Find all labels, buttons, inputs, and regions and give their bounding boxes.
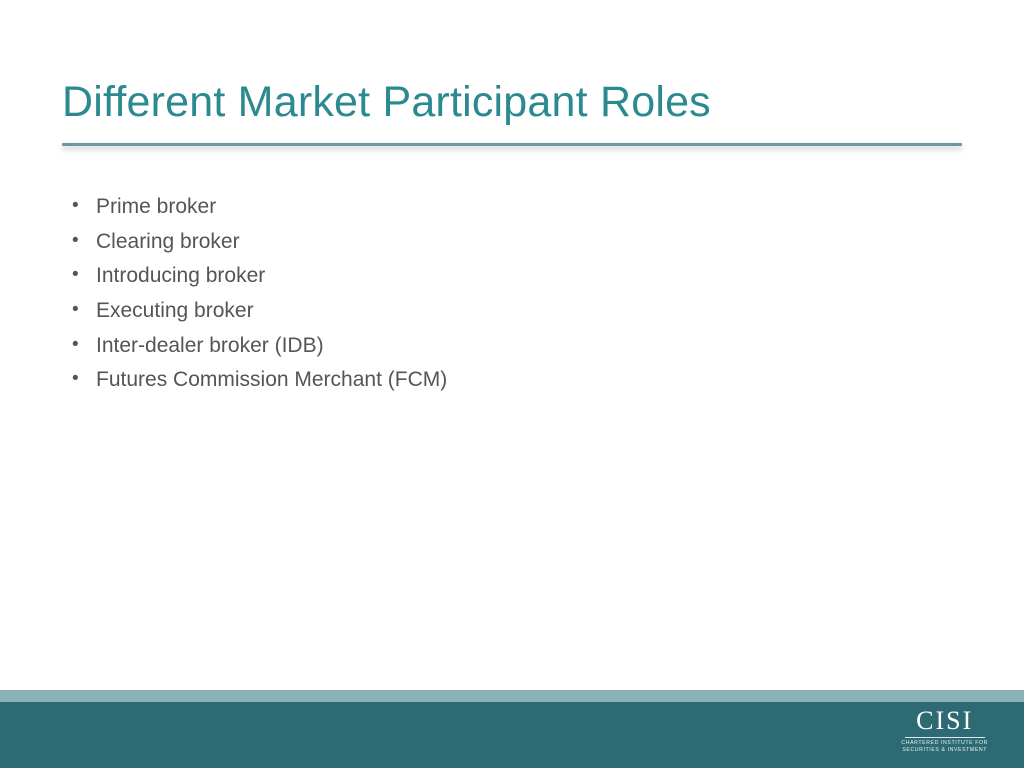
list-item: Introducing broker: [72, 259, 447, 294]
list-item: Prime broker: [72, 190, 447, 225]
footer-main-bar: CISI CHARTERED INSTITUTE FOR SECURITIES …: [0, 702, 1024, 768]
slide-footer: CISI CHARTERED INSTITUTE FOR SECURITIES …: [0, 690, 1024, 768]
slide: Different Market Participant Roles Prime…: [0, 0, 1024, 768]
list-item: Executing broker: [72, 294, 447, 329]
logo-subtitle-2: SECURITIES & INVESTMENT: [901, 747, 988, 754]
list-item: Inter-dealer broker (IDB): [72, 329, 447, 364]
list-item: Clearing broker: [72, 225, 447, 260]
slide-title: Different Market Participant Roles: [62, 78, 711, 127]
logo-subtitle-1: CHARTERED INSTITUTE FOR: [901, 740, 988, 747]
bullet-list: Prime broker Clearing broker Introducing…: [72, 190, 447, 398]
footer-accent-bar: [0, 690, 1024, 702]
logo-text: CISI: [901, 708, 988, 734]
logo-divider: [905, 737, 985, 738]
list-item: Futures Commission Merchant (FCM): [72, 363, 447, 398]
title-divider: [62, 143, 962, 146]
cisi-logo: CISI CHARTERED INSTITUTE FOR SECURITIES …: [901, 708, 988, 754]
